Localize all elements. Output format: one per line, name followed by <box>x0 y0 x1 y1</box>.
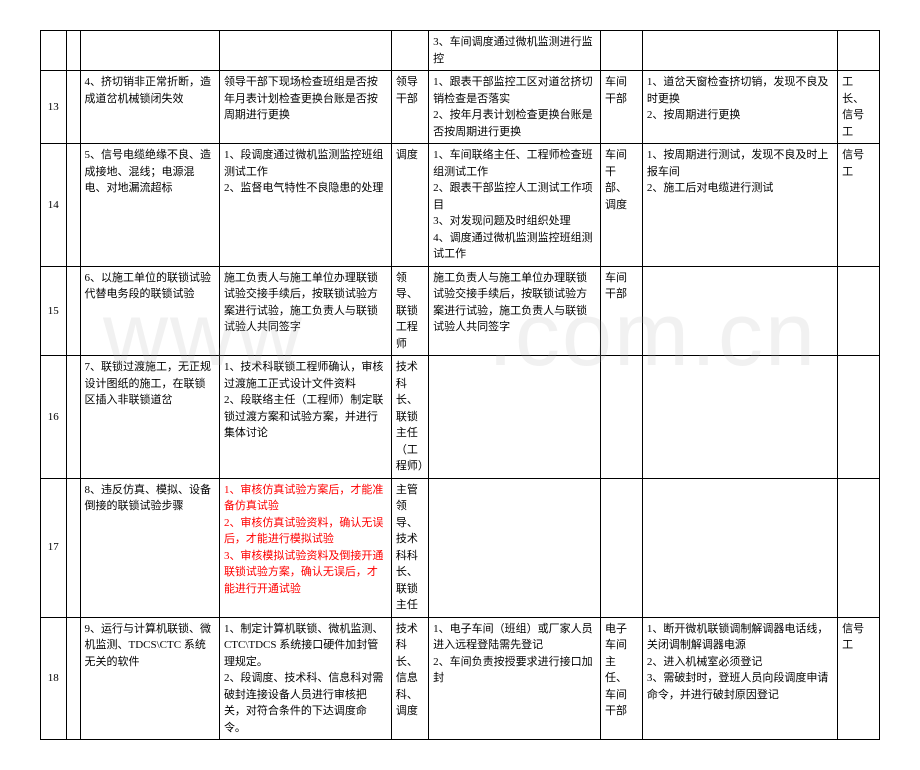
cell-b: 领导干部下现场检查班组是否按年月表计划检查更换台账是否按周期进行更换 <box>219 71 391 144</box>
cell-b: 施工负责人与施工单位办理联锁试验交接手续后，按联锁试验方案进行试验，施工负责人与… <box>219 266 391 356</box>
cell-blank <box>66 356 80 479</box>
row-num: 14 <box>41 144 67 267</box>
cell-c: 领导干部 <box>391 71 428 144</box>
cell-c: 领导、联锁工程师 <box>391 266 428 356</box>
table-row: 13 4、挤切销非正常折断，造成道岔机械锁闭失效 领导干部下现场检查班组是否按年… <box>41 71 880 144</box>
cell-c: 技术科长、联锁主任（工程师） <box>391 356 428 479</box>
cell-a: 4、挤切销非正常折断，造成道岔机械锁闭失效 <box>80 71 219 144</box>
cell-a: 6、以施工单位的联锁试验代替电务段的联锁试验 <box>80 266 219 356</box>
cell-blank <box>66 144 80 267</box>
table-row: 16 7、联锁过渡施工，无正规设计图纸的施工，在联锁区插入非联锁道岔 1、技术科… <box>41 356 880 479</box>
table-row: 14 5、信号电缆绝缘不良、造成接地、混线；电源混电、对地漏流超标 1、段调度通… <box>41 144 880 267</box>
cell-b: 1、制定计算机联锁、微机监测、CTC\TDCS 系统接口硬件加封管理规定。2、段… <box>219 617 391 740</box>
cell-f <box>642 266 837 356</box>
row-num <box>41 31 67 71</box>
cell-g: 信号工 <box>838 617 880 740</box>
table-body: 3、车间调度通过微机监测进行监控 13 4、挤切销非正常折断，造成道岔机械锁闭失… <box>41 31 880 740</box>
cell-blank <box>66 266 80 356</box>
cell-e: 车间干部、调度 <box>601 144 643 267</box>
cell-b-red: 1、审核仿真试验方案后，才能准备仿真试验2、审核仿真试验资料，确认无误后，才能进… <box>219 478 391 617</box>
cell-d: 1、跟表干部监控工区对道岔挤切销检查是否落实2、按年月表计划检查更换台账是否按周… <box>429 71 601 144</box>
cell-a <box>80 31 219 71</box>
row-num: 18 <box>41 617 67 740</box>
cell-g: 信号工 <box>838 144 880 267</box>
cell-a: 8、违反仿真、模拟、设备倒接的联锁试验步骤 <box>80 478 219 617</box>
cell-e <box>601 356 643 479</box>
cell-d: 3、车间调度通过微机监测进行监控 <box>429 31 601 71</box>
cell-b: 1、段调度通过微机监测监控班组测试工作2、监督电气特性不良隐患的处理 <box>219 144 391 267</box>
cell-d: 1、车间联络主任、工程师检查班组测试工作2、跟表干部监控人工测试工作项目3、对发… <box>429 144 601 267</box>
cell-f: 1、断开微机联锁调制解调器电话线，关闭调制解调器电源2、进入机械室必须登记3、需… <box>642 617 837 740</box>
cell-e <box>601 478 643 617</box>
cell-d: 施工负责人与施工单位办理联锁试验交接手续后，按联锁试验方案进行试验，施工负责人与… <box>429 266 601 356</box>
cell-g <box>838 356 880 479</box>
cell-c: 调度 <box>391 144 428 267</box>
cell-e <box>601 31 643 71</box>
cell-f: 1、道岔天窗检查挤切销，发现不良及时更换2、按周期进行更换 <box>642 71 837 144</box>
row-num: 13 <box>41 71 67 144</box>
cell-blank <box>66 71 80 144</box>
cell-a: 5、信号电缆绝缘不良、造成接地、混线；电源混电、对地漏流超标 <box>80 144 219 267</box>
cell-b: 1、技术科联锁工程师确认，审核过渡施工正式设计文件资料2、段联络主任（工程师）制… <box>219 356 391 479</box>
document-table: 3、车间调度通过微机监测进行监控 13 4、挤切销非正常折断，造成道岔机械锁闭失… <box>40 30 880 740</box>
cell-f <box>642 356 837 479</box>
cell-blank <box>66 31 80 71</box>
cell-e: 车间干部 <box>601 71 643 144</box>
cell-blank <box>66 478 80 617</box>
cell-f <box>642 478 837 617</box>
cell-b <box>219 31 391 71</box>
table-row: 15 6、以施工单位的联锁试验代替电务段的联锁试验 施工负责人与施工单位办理联锁… <box>41 266 880 356</box>
cell-d <box>429 478 601 617</box>
cell-c: 技术科长、信息科、调度 <box>391 617 428 740</box>
row-num: 16 <box>41 356 67 479</box>
cell-d: 1、电子车间（班组）或厂家人员进入远程登陆需先登记2、车间负责按授要求进行接口加… <box>429 617 601 740</box>
cell-e: 电子车间主任、车间干部 <box>601 617 643 740</box>
cell-d <box>429 356 601 479</box>
cell-e: 车间干部 <box>601 266 643 356</box>
cell-g <box>838 266 880 356</box>
cell-a: 7、联锁过渡施工，无正规设计图纸的施工，在联锁区插入非联锁道岔 <box>80 356 219 479</box>
table-row: 17 8、违反仿真、模拟、设备倒接的联锁试验步骤 1、审核仿真试验方案后，才能准… <box>41 478 880 617</box>
cell-f <box>642 31 837 71</box>
table-row: 18 9、运行与计算机联锁、微机监测、TDCS\CTC 系统无关的软件 1、制定… <box>41 617 880 740</box>
cell-g <box>838 478 880 617</box>
cell-c <box>391 31 428 71</box>
cell-blank <box>66 617 80 740</box>
cell-g: 工长、信号工 <box>838 71 880 144</box>
row-num: 15 <box>41 266 67 356</box>
table-row: 3、车间调度通过微机监测进行监控 <box>41 31 880 71</box>
cell-c: 主管领导、技术科科长、联锁主任 <box>391 478 428 617</box>
cell-f: 1、按周期进行测试，发现不良及时上报车间2、施工后对电缆进行测试 <box>642 144 837 267</box>
cell-a: 9、运行与计算机联锁、微机监测、TDCS\CTC 系统无关的软件 <box>80 617 219 740</box>
row-num: 17 <box>41 478 67 617</box>
cell-g <box>838 31 880 71</box>
